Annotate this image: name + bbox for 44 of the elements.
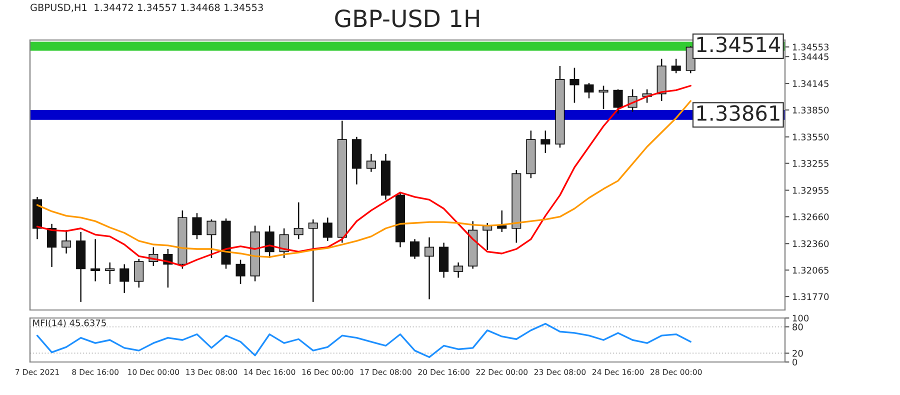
candlestick bbox=[62, 230, 72, 254]
candlestick bbox=[236, 259, 246, 285]
band-label: 1.34514 bbox=[697, 36, 780, 52]
y-tick-label: 0 bbox=[792, 358, 798, 366]
candlestick bbox=[598, 85, 608, 110]
band-label: 1.33861 bbox=[697, 105, 780, 121]
candlestick bbox=[322, 216, 332, 242]
candlestick bbox=[671, 58, 681, 74]
y-tick-label: 20 bbox=[792, 350, 803, 357]
y-tick-label: 80 bbox=[792, 324, 803, 330]
candlestick bbox=[497, 210, 507, 233]
candlestick bbox=[294, 202, 304, 240]
y-tick-label: 1.33255 bbox=[792, 160, 828, 167]
candlestick bbox=[454, 262, 464, 278]
candlestick bbox=[279, 228, 289, 259]
candlestick bbox=[424, 236, 434, 300]
chart-title: MFI(14) 45.6375 bbox=[33, 319, 106, 328]
candlestick bbox=[308, 218, 318, 303]
candlestick bbox=[120, 264, 130, 294]
candlestick bbox=[540, 130, 550, 154]
candlestick bbox=[105, 262, 115, 285]
candlestick bbox=[366, 153, 376, 172]
chart-subtitle: GBPUSD,H1 1.34472 1.34557 1.34468 1.34553 bbox=[30, 4, 263, 12]
candlestick bbox=[570, 67, 580, 104]
candlestick bbox=[584, 82, 594, 99]
y-tick-label: 1.33550 bbox=[792, 134, 829, 140]
y-tick-label: 1.34445 bbox=[792, 53, 828, 60]
candlestick bbox=[90, 238, 100, 282]
y-tick-label: 1.31770 bbox=[792, 293, 829, 300]
chart-title: GBP-USD 1H bbox=[335, 9, 479, 28]
candlestick bbox=[613, 88, 623, 114]
y-tick-label: 1.34145 bbox=[792, 80, 828, 88]
y-tick-label: 1.32360 bbox=[792, 240, 829, 248]
candlestick bbox=[410, 238, 420, 260]
y-tick-label: 1.33850 bbox=[792, 106, 829, 114]
candlestick bbox=[206, 218, 216, 259]
candlestick bbox=[47, 223, 57, 268]
y-tick-label: 100 bbox=[792, 314, 809, 322]
candlestick bbox=[134, 258, 144, 288]
y-tick-label: 1.34553 bbox=[792, 44, 829, 50]
y-tick-label: 1.32955 bbox=[792, 186, 828, 194]
y-tick-label: 1.32660 bbox=[792, 213, 829, 220]
y-tick-label: 1.32065 bbox=[792, 266, 828, 274]
candlestick bbox=[192, 212, 202, 240]
